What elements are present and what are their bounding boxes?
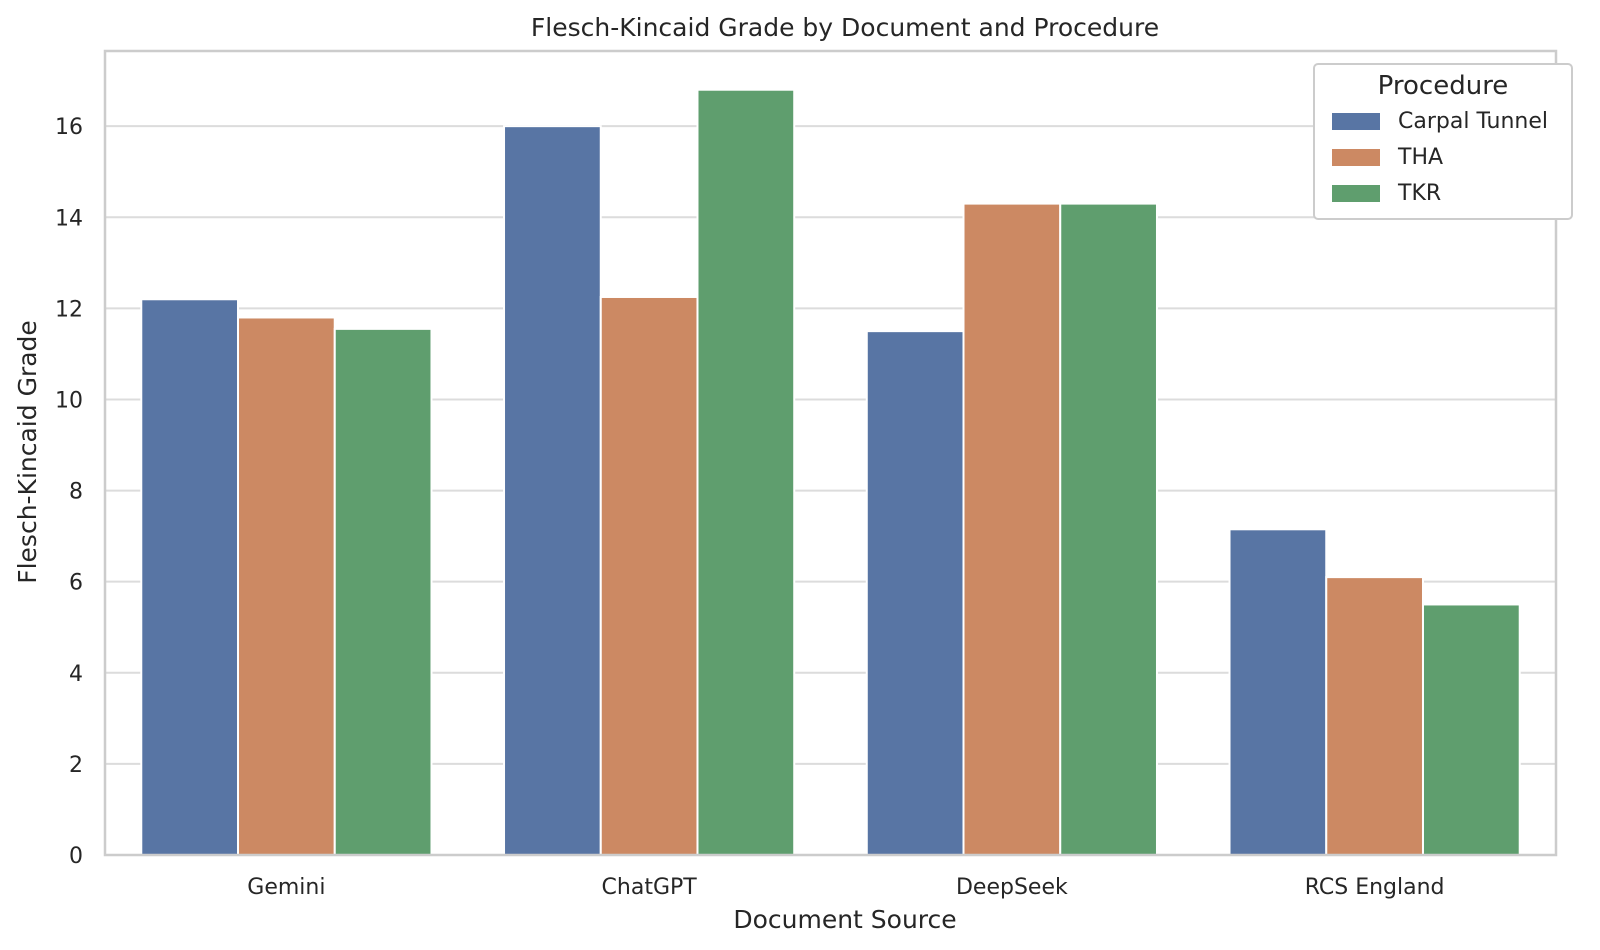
x-tick-label: DeepSeek [956,875,1068,900]
x-tick-label: ChatGPT [602,875,698,900]
y-tick-label: 4 [69,662,83,687]
y-tick-label: 0 [69,844,83,869]
bar-chatgpt-carpal-tunnel [503,125,602,856]
bar-deepseek-tkr [1059,202,1158,856]
y-tick-label: 6 [69,571,83,596]
bar-gemini-tkr [333,327,433,856]
plot-frame [103,49,1558,857]
legend-swatch [1332,149,1380,166]
legend-title: Procedure [1378,71,1509,101]
y-tick-label: 10 [55,388,83,413]
chart-title: Flesch-Kincaid Grade by Document and Pro… [531,13,1159,42]
bar-deepseek-tha [962,202,1062,856]
y-tick-label: 16 [55,115,83,140]
legend-frame [1313,63,1573,220]
bars [140,88,1521,857]
bar-deepseek-carpal-tunnel [865,330,965,856]
legend-label: TKR [1397,181,1441,206]
legend-label: THA [1397,145,1443,170]
legend-items: Carpal Tunnel THA TKR [1332,109,1548,206]
x-tick-label: Gemini [247,875,325,900]
bar-rcs-england-tha [1325,576,1424,856]
bar-chatgpt-tkr [696,88,796,856]
y-tick-label: 12 [55,297,83,322]
bar-rcs-england-tkr [1421,603,1521,856]
y-tick-label: 8 [69,480,83,505]
x-axis-label: Document Source [733,905,956,934]
legend: Procedure Carpal Tunnel THA TKR [1313,63,1573,220]
bar-gemini-carpal-tunnel [140,298,240,856]
y-axis-ticks: 0 2 4 6 8 10 12 14 16 [55,115,83,869]
bar-rcs-england-carpal-tunnel [1228,528,1328,856]
x-axis-ticks: Gemini ChatGPT DeepSeek RCS England [247,875,1444,900]
y-tick-label: 14 [55,206,83,231]
y-tick-label: 2 [69,753,83,778]
legend-swatch [1332,113,1380,130]
bar-gemini-tha [237,316,336,857]
legend-swatch [1332,185,1380,202]
bar-chatgpt-tha [599,295,699,856]
y-axis-label: Flesch-Kincaid Grade [13,320,42,584]
legend-label: Carpal Tunnel [1398,109,1548,134]
x-tick-label: RCS England [1305,875,1445,900]
